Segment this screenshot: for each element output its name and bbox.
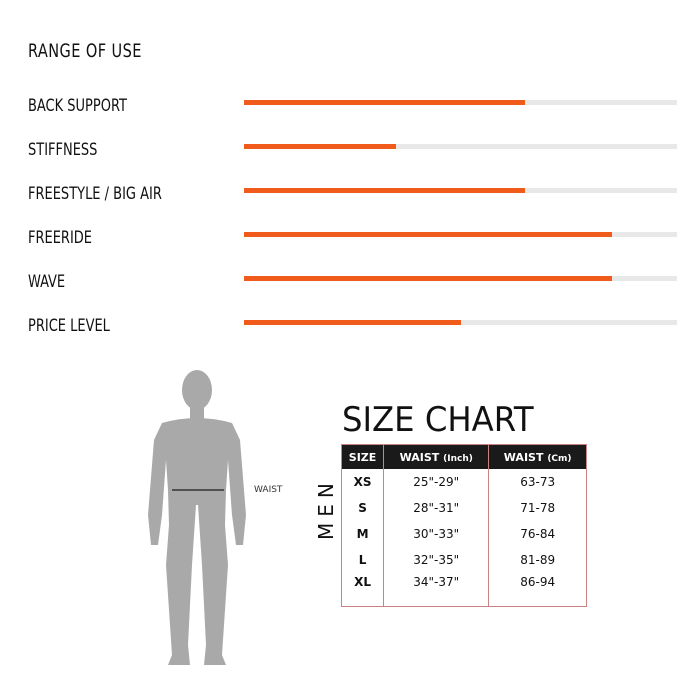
bar-track <box>244 188 677 193</box>
bar-fill <box>244 232 613 237</box>
waist-inch-cell: 34"-37" <box>383 573 490 607</box>
table-row: M 30"-33" 76-84 <box>341 521 587 547</box>
header-waist-inch: WAIST (Inch) <box>383 444 490 469</box>
bar-track <box>244 144 677 149</box>
waist-cm-cell: 71-78 <box>488 495 587 521</box>
size-cell: XS <box>341 469 385 495</box>
size-cell: S <box>341 495 385 521</box>
header-waist-cm: WAIST (Cm) <box>488 444 587 469</box>
bar-fill <box>244 276 613 281</box>
men-label: MEN <box>314 477 338 540</box>
bar-fill <box>244 188 526 193</box>
size-chart-title: SIZE CHART <box>342 400 534 440</box>
bar-label: FREESTYLE / BIG AIR <box>28 184 162 204</box>
bar-track <box>244 320 677 325</box>
waist-inch-cell: 25"-29" <box>383 469 490 495</box>
waist-inch-cell: 32"-35" <box>383 547 490 573</box>
waist-label: WAIST <box>254 485 283 495</box>
bar-label: FREERIDE <box>28 228 93 248</box>
waist-inch-cell: 28"-31" <box>383 495 490 521</box>
waist-inch-cell: 30"-33" <box>383 521 490 547</box>
table-row: XS 25"-29" 63-73 <box>341 469 587 495</box>
bar-fill <box>244 144 396 149</box>
bar-label: STIFFNESS <box>28 140 98 160</box>
bar-label: PRICE LEVEL <box>28 316 110 336</box>
table-row: L 32"-35" 81-89 <box>341 547 587 573</box>
waist-cm-cell: 63-73 <box>488 469 587 495</box>
waist-cm-cell: 86-94 <box>488 573 587 607</box>
waist-cm-cell: 81-89 <box>488 547 587 573</box>
bar-fill <box>244 320 461 325</box>
bar-fill <box>244 100 526 105</box>
bar-track <box>244 100 677 105</box>
size-cell: L <box>341 547 385 573</box>
range-title: RANGE OF USE <box>28 40 142 62</box>
size-table: SIZE WAIST (Inch) WAIST (Cm) XS 25"-29" 63… <box>341 444 587 607</box>
table-row: XL 34"-37" 86-94 <box>341 573 587 607</box>
body-silhouette-icon <box>148 370 246 665</box>
bar-label: WAVE <box>28 272 66 292</box>
size-cell: M <box>341 521 385 547</box>
bar-track <box>244 232 677 237</box>
table-row: S 28"-31" 71-78 <box>341 495 587 521</box>
bar-label: BACK SUPPORT <box>28 96 127 116</box>
bar-track <box>244 276 677 281</box>
size-cell: XL <box>341 573 385 607</box>
header-size: SIZE <box>341 444 385 469</box>
waist-cm-cell: 76-84 <box>488 521 587 547</box>
